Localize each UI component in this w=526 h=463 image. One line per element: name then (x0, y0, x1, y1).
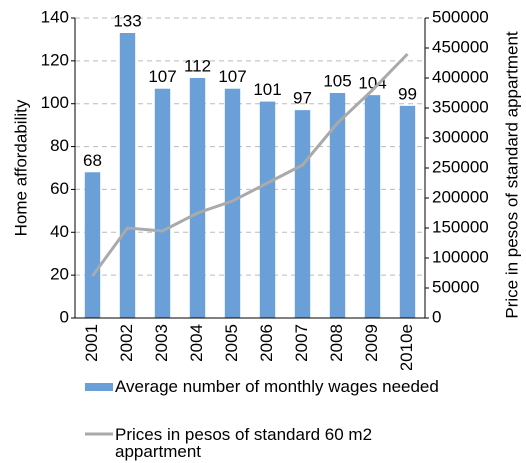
y2-tick-label: 50000 (432, 277, 479, 296)
x-tick-label: 2006 (257, 324, 276, 362)
chart: Home affordability Price in pesos of sta… (11, 7, 521, 370)
bar (364, 95, 381, 319)
y2-tick-label: 0 (432, 307, 441, 326)
legend-swatch-bar (85, 383, 113, 391)
legend-swatch (85, 432, 113, 436)
y2-tick-label: 350000 (432, 97, 489, 116)
x-tick-label: 2007 (292, 324, 311, 362)
y-tick-label: 100 (41, 93, 69, 112)
y-tick-label: 140 (41, 7, 69, 26)
x-tick-label: 2008 (327, 324, 346, 362)
y-axis-title: Home affordability (11, 99, 30, 236)
x-tick-label: 2001 (82, 324, 101, 362)
x-tick-label: 2005 (222, 324, 241, 362)
y2-tick-label: 400000 (432, 67, 489, 86)
y2-tick-label: 450000 (432, 37, 489, 56)
bar (294, 110, 311, 319)
bar (329, 93, 346, 318)
legend-line: Prices in pesos of standard 60 m2 appart… (85, 426, 525, 460)
legend-swatch (85, 383, 113, 391)
legend-label: Prices in pesos of standard 60 m2 appart… (115, 425, 373, 461)
bar (399, 105, 416, 318)
value-label: 107 (218, 67, 246, 86)
value-label: 97 (293, 89, 312, 108)
value-label: 107 (148, 67, 176, 86)
x-tick-label: 2010e (397, 324, 416, 370)
x-tick-label: 2009 (362, 324, 381, 362)
bar (189, 78, 206, 318)
x-tick-label: 2002 (117, 324, 136, 362)
y-tick-label: 60 (50, 179, 69, 198)
y-tick-label: 120 (41, 50, 69, 69)
value-label: 99 (398, 84, 417, 103)
bar (224, 88, 241, 318)
line (91, 52, 409, 277)
y2-tick-label: 200000 (432, 187, 489, 206)
y2-tick-label: 100000 (432, 247, 489, 266)
y-tick-label: 40 (50, 222, 69, 241)
value-label: 133 (113, 11, 141, 30)
bar (259, 101, 276, 318)
value-label: 104 (358, 74, 386, 93)
y2-tick-label: 150000 (432, 217, 489, 236)
bar (84, 172, 101, 318)
y-tick-label: 0 (60, 307, 69, 326)
y-tick-label: 80 (50, 136, 69, 155)
bar (154, 88, 171, 318)
y-tick-label: 20 (50, 265, 69, 284)
value-label: 68 (83, 151, 102, 170)
y2-axis-title: Price in pesos of standard appartment (502, 31, 521, 319)
bar (119, 33, 136, 318)
x-tick-label: 2003 (152, 324, 171, 362)
y2-tick-label: 500000 (432, 7, 489, 26)
value-label: 105 (323, 71, 351, 90)
value-label: 112 (184, 56, 211, 75)
x-tick-label: 2004 (187, 324, 206, 362)
value-label: 101 (253, 80, 281, 99)
y2-tick-label: 250000 (432, 157, 489, 176)
y2-tick-label: 300000 (432, 127, 489, 146)
legend-label: Average number of monthly wages needed (115, 377, 439, 396)
legend-bar: Average number of monthly wages needed (85, 378, 525, 395)
